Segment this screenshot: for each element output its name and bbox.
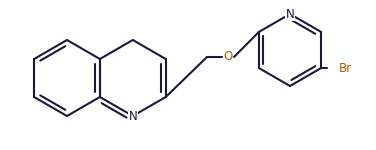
Text: Br: Br [339, 61, 352, 75]
Text: O: O [223, 51, 233, 63]
Text: N: N [129, 110, 137, 123]
Text: N: N [286, 8, 294, 21]
